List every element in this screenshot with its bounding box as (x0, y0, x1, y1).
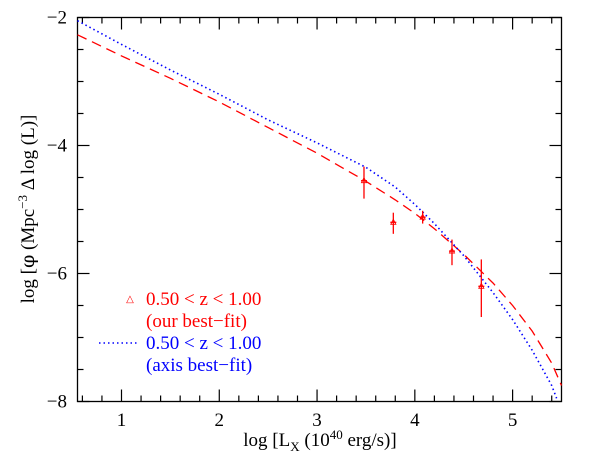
legend-entry-1-line-2: (our best−fit) (146, 311, 247, 332)
triangle-marker-4 (448, 247, 456, 254)
axis-ticks (77, 16, 562, 403)
legend-triangle-icon: △ (126, 294, 134, 305)
dashed-series-line (77, 34, 563, 386)
x-tick-label-5: 5 (508, 410, 518, 431)
triangle-marker-1 (360, 176, 368, 184)
data-point-5 (478, 259, 485, 318)
dotted-series-line (77, 19, 558, 399)
y-tick-label-m4: −4 (47, 136, 68, 157)
triangle-marker-2 (390, 218, 397, 225)
legend: △ 0.50 < z < 1.00 (our best−fit) 0.50 < … (99, 289, 261, 376)
legend-entry-2-line-1: 0.50 < z < 1.00 (146, 333, 261, 354)
triangle-marker-3 (419, 213, 426, 220)
x-axis-label: log [LX (1040 erg/s)] (243, 427, 396, 454)
data-point-1 (360, 166, 368, 199)
x-tick-label-4: 4 (410, 410, 420, 431)
triangle-marker-5 (478, 282, 485, 289)
data-point-4 (448, 239, 456, 266)
data-point-2 (390, 212, 397, 234)
data-point-3 (419, 210, 426, 224)
y-tick-label-m8: −8 (47, 392, 67, 413)
x-tick-label-3: 3 (312, 410, 322, 431)
legend-entry-1-line-1: 0.50 < z < 1.00 (146, 289, 261, 310)
y-axis-label-phi: φ (17, 255, 39, 268)
x-tick-label-1: 1 (117, 410, 127, 431)
y-tick-label-m6: −6 (47, 264, 67, 285)
y-tick-label-m2: −2 (47, 8, 67, 29)
x-tick-label-2: 2 (215, 410, 225, 431)
axis-tick-labels: 1 2 3 4 5 −8 −6 −4 −2 (47, 8, 518, 432)
y-axis-label-superscript: −3 (15, 195, 30, 209)
series-layer (77, 19, 563, 399)
x-axis-label-superscript: 40 (330, 427, 343, 442)
legend-entry-2-line-2: (axis best−fit) (146, 355, 252, 376)
x-axis-label-subscript: X (290, 439, 300, 454)
y-axis-label: log [φ (Mpc−3 Δ log (L)] (15, 115, 39, 304)
